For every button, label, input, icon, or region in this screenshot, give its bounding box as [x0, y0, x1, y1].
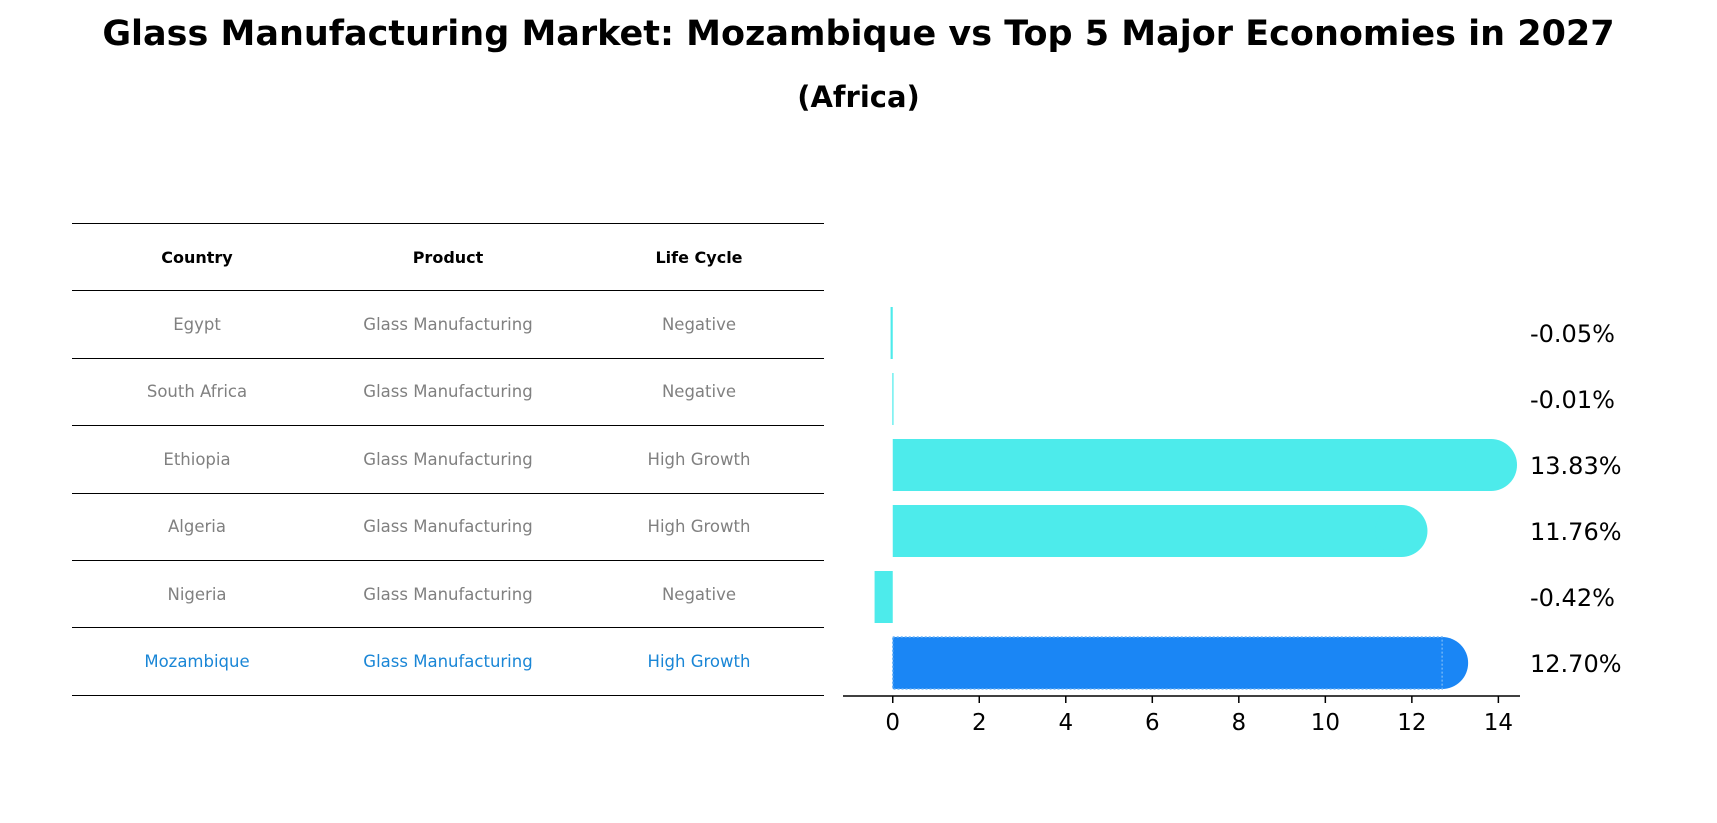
bar-Nigeria [874, 571, 893, 623]
header-life-cycle: Life Cycle [655, 247, 743, 267]
value-label-Ethiopia: 13.83% [1530, 452, 1622, 480]
cell-product: Glass Manufacturing [363, 315, 533, 335]
table-row: Nigeria Glass Manufacturing Negative [72, 559, 824, 627]
cell-country: Algeria [168, 517, 226, 537]
comparison-table: Country Product Life Cycle Egypt Glass M… [72, 223, 824, 696]
x-tick-label-0: 0 [885, 710, 900, 736]
cell-life-cycle: High Growth [647, 652, 751, 672]
cell-country: Egypt [173, 315, 221, 335]
table-row: Algeria Glass Manufacturing High Growth [72, 492, 824, 560]
cell-life-cycle: Negative [661, 584, 737, 604]
cell-country: South Africa [146, 382, 248, 402]
cell-life-cycle: Negative [661, 382, 737, 402]
x-tick-label-12: 12 [1397, 710, 1426, 736]
x-tick-label-4: 4 [1058, 710, 1073, 736]
value-label-South Africa: -0.01% [1530, 386, 1615, 414]
x-tick-label-8: 8 [1231, 710, 1246, 736]
value-label-Nigeria: -0.42% [1530, 584, 1615, 612]
x-tick-label-2: 2 [972, 710, 987, 736]
table-row: Ethiopia Glass Manufacturing High Growth [72, 425, 824, 492]
cell-product: Glass Manufacturing [363, 517, 533, 537]
value-label-Algeria: 11.76% [1530, 518, 1622, 546]
bar-cap-Mozambique [1416, 637, 1469, 689]
cell-life-cycle: High Growth [647, 449, 751, 469]
bar-Ethiopia [892, 439, 1492, 491]
cell-product: Glass Manufacturing [363, 382, 533, 402]
bar-outline-Mozambique [891, 636, 1443, 690]
x-tick-label-14: 14 [1484, 710, 1513, 736]
chart-subtitle: (Africa) [797, 80, 920, 114]
bar-Egypt [890, 307, 893, 359]
chart-title: Glass Manufacturing Market: Mozambique v… [102, 14, 1615, 54]
bar-cap-Ethiopia [1465, 439, 1518, 491]
cell-country: Ethiopia [163, 449, 231, 469]
table-row-highlight: Mozambique Glass Manufacturing High Grow… [72, 627, 824, 696]
bar-cap-Algeria [1375, 505, 1428, 557]
cell-product: Glass Manufacturing [363, 652, 533, 672]
bar-Algeria [892, 505, 1402, 557]
value-label-Egypt: -0.05% [1530, 320, 1615, 348]
value-label-Mozambique: 12.70% [1530, 650, 1622, 678]
cell-product: Glass Manufacturing [363, 584, 533, 604]
bar-South Africa [892, 373, 894, 425]
cell-country: Mozambique [144, 652, 250, 672]
x-tick-label-6: 6 [1145, 710, 1160, 736]
x-tick-label-10: 10 [1311, 710, 1340, 736]
cell-country: Nigeria [167, 584, 227, 604]
cell-life-cycle: Negative [661, 315, 737, 335]
table-row: South Africa Glass Manufacturing Negativ… [72, 357, 824, 425]
cell-life-cycle: High Growth [647, 517, 751, 537]
bar-Mozambique [892, 637, 1443, 689]
table-row: Egypt Glass Manufacturing Negative [72, 290, 824, 357]
cell-product: Glass Manufacturing [363, 449, 533, 469]
header-product: Product [412, 247, 484, 267]
table-header-row: Country Product Life Cycle [72, 223, 824, 290]
header-country: Country [161, 247, 233, 267]
